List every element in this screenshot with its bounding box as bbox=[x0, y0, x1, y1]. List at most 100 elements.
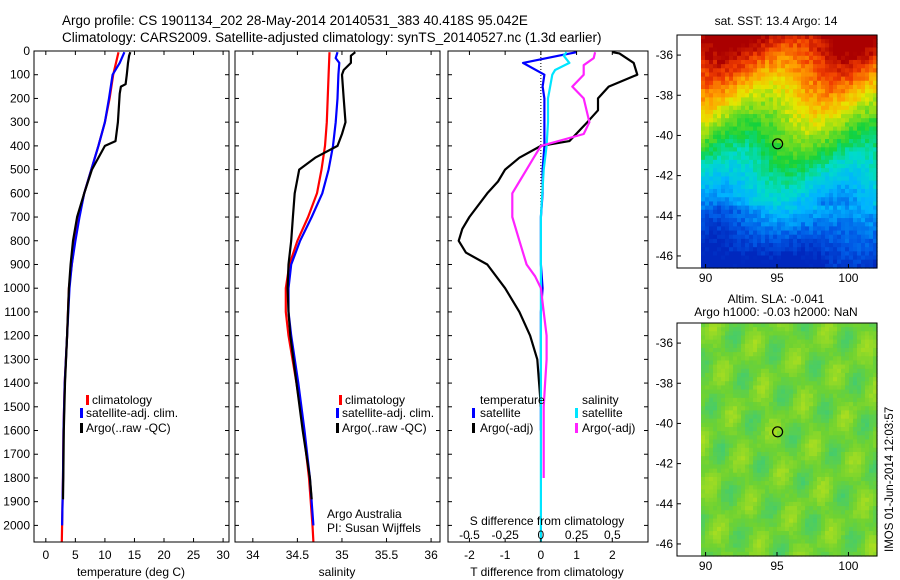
sst-map-cell bbox=[841, 43, 846, 49]
sst-map-cell bbox=[849, 39, 854, 44]
sst-map-cell bbox=[865, 159, 870, 165]
sst-map-cell bbox=[717, 97, 722, 103]
sla-map-cell bbox=[785, 406, 790, 411]
sst-map-cell bbox=[813, 218, 818, 223]
sla-map-cell bbox=[769, 347, 774, 353]
sla-map-cell bbox=[765, 402, 770, 407]
sst-map-cell bbox=[789, 163, 794, 169]
sla-map-cell bbox=[705, 481, 710, 486]
difference-legend-salinity-title: salinity bbox=[582, 393, 619, 407]
sst-map-cell bbox=[817, 68, 822, 74]
sst-map-cell bbox=[809, 39, 814, 44]
sst-map-cell bbox=[717, 151, 722, 157]
sst-map-cell bbox=[853, 213, 858, 219]
sst-map-cell bbox=[777, 209, 782, 215]
sla-map-cell bbox=[757, 339, 762, 345]
sst-map-cell bbox=[821, 201, 826, 207]
sla-map-cell bbox=[789, 335, 794, 341]
sst-map-cell bbox=[717, 64, 722, 69]
sst-map-cell bbox=[813, 55, 818, 61]
sla-map-cell bbox=[721, 389, 726, 395]
sla-map-cell bbox=[825, 514, 830, 520]
sst-map-cell bbox=[873, 163, 878, 169]
sst-map-cell bbox=[797, 101, 802, 107]
sst-map-cell bbox=[729, 43, 734, 49]
sst-map-cell bbox=[821, 259, 826, 265]
sst-map-cell bbox=[797, 122, 802, 128]
sla-map-cell bbox=[713, 435, 718, 441]
title-line-2: Climatology: CARS2009. Satellite-adjuste… bbox=[62, 30, 602, 45]
sst-map-cell bbox=[841, 105, 846, 111]
sst-map-cell bbox=[869, 43, 874, 49]
sst-map-cell bbox=[857, 251, 862, 257]
sla-map-cell bbox=[717, 531, 722, 536]
sst-map-cell bbox=[713, 243, 718, 248]
temperature-xtick-label-1: 5 bbox=[72, 548, 79, 562]
sst-map-cell bbox=[841, 68, 846, 74]
sst-map-cell bbox=[833, 193, 838, 198]
sst-map-cell bbox=[749, 143, 754, 148]
sst-map-cell bbox=[733, 230, 738, 236]
sla-map-cell bbox=[829, 435, 834, 441]
sla-map-cell bbox=[841, 481, 846, 486]
sla-map-cell bbox=[773, 339, 778, 345]
sla-map-cell bbox=[833, 439, 838, 445]
sla-map-cell bbox=[741, 526, 746, 532]
sst-map-cell bbox=[721, 193, 726, 198]
sla-map-cell bbox=[869, 323, 874, 328]
sst-map-cell bbox=[737, 105, 742, 111]
sla-map-cell bbox=[737, 431, 742, 436]
sla-map-cell bbox=[713, 397, 718, 403]
sst-map-cell bbox=[793, 147, 798, 153]
sla-map-cell bbox=[761, 347, 766, 353]
sst-map-cell bbox=[849, 114, 854, 119]
sla-map-cell bbox=[773, 443, 778, 449]
salinity-legend-climatology: climatology bbox=[345, 393, 405, 407]
sla-map-cell bbox=[741, 364, 746, 370]
sla-map-cell bbox=[845, 327, 850, 332]
sla-map-cell bbox=[713, 364, 718, 370]
sst-map-cell bbox=[825, 97, 830, 103]
sla-map-cell bbox=[725, 347, 730, 353]
sla-map-cell bbox=[729, 385, 734, 391]
sst-map-cell bbox=[801, 201, 806, 207]
sla-map-cell bbox=[737, 485, 742, 491]
sst-map-cell bbox=[753, 143, 758, 148]
sst-map-cell bbox=[753, 263, 758, 269]
sla-map-cell bbox=[777, 451, 782, 457]
sst-map-cell bbox=[713, 72, 718, 78]
sst-map-cell bbox=[725, 126, 730, 132]
sst-map-cell bbox=[813, 193, 818, 198]
sla-map-cell bbox=[753, 447, 758, 453]
sst-map-cell bbox=[789, 201, 794, 207]
sla-map-cell bbox=[793, 410, 798, 416]
sst-map-cell bbox=[821, 130, 826, 136]
sla-map-cell bbox=[741, 360, 746, 366]
sla-map-cell bbox=[785, 327, 790, 332]
sla-map-cell bbox=[753, 381, 758, 387]
sla-map-cell bbox=[837, 410, 842, 416]
sst-map-cell bbox=[825, 255, 830, 261]
sla-map-cell bbox=[777, 493, 782, 499]
sla-map-cell bbox=[733, 327, 738, 332]
sla-map-cell bbox=[741, 493, 746, 499]
sla-map-cell bbox=[705, 427, 710, 432]
sst-map-cell bbox=[865, 80, 870, 86]
sla-map-cell bbox=[757, 522, 762, 528]
sla-map-cell bbox=[801, 506, 806, 511]
sla-map-cell bbox=[837, 497, 842, 503]
sst-map-cell bbox=[809, 72, 814, 78]
sst-map-cell bbox=[837, 139, 842, 144]
sla-map-cell bbox=[817, 327, 822, 332]
sst-map-cell bbox=[845, 193, 850, 198]
sla-map-cell bbox=[761, 468, 766, 474]
sst-map-cell bbox=[721, 59, 726, 65]
sst-map-cell bbox=[825, 143, 830, 148]
sla-map-cell bbox=[793, 489, 798, 495]
sst-map-cell bbox=[761, 122, 766, 128]
depth-tick-label-5: 500 bbox=[10, 163, 30, 177]
sst-map-cell bbox=[785, 118, 790, 123]
sla-map-cell bbox=[757, 439, 762, 445]
sla-map-cell bbox=[853, 327, 858, 332]
sla-map-cell bbox=[761, 472, 766, 478]
